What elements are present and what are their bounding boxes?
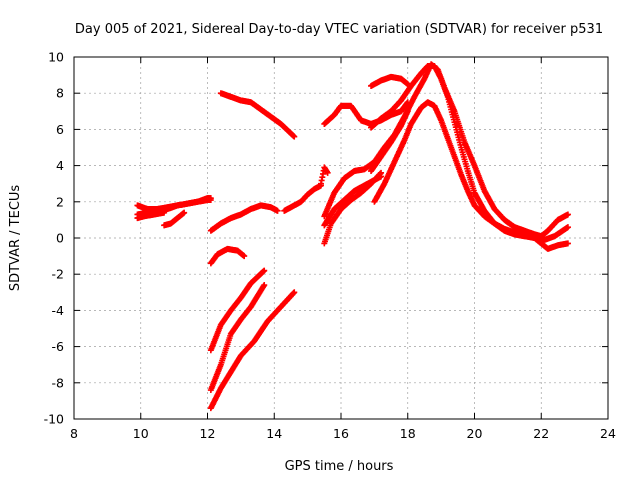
x-axis-label: GPS time / hours [285,459,394,474]
data-series-s11 [207,289,298,412]
plot-area [134,61,571,412]
y-tick-label: 10 [48,50,64,65]
data-series-s3 [134,209,168,222]
x-tick-label: 14 [266,426,282,441]
data-point [261,282,268,289]
data-point [261,267,268,274]
data-point [378,173,385,180]
data-point [181,209,188,216]
data-series-s20 [371,99,571,252]
data-series-s2 [134,195,214,213]
data-series-s12 [317,164,331,187]
data-series-s19 [371,61,571,240]
data-series-s21 [368,108,411,175]
x-tick-label: 18 [400,426,416,441]
data-point [564,224,571,231]
x-tick-label: 22 [533,426,549,441]
x-tick-label: 8 [70,426,78,441]
data-point [161,209,168,216]
y-axis-label: SDTVAR / TECUs [8,185,23,292]
y-tick-label: 4 [56,158,64,173]
data-point [324,169,331,176]
data-point [274,207,281,214]
data-point [564,211,571,218]
data-point [241,253,248,260]
x-tick-label: 24 [600,426,616,441]
data-point [291,133,298,140]
data-point [404,108,411,115]
data-series-s7 [217,90,298,140]
y-tick-label: -2 [52,267,64,282]
y-tick-label: 8 [56,86,64,101]
x-tick-label: 16 [333,426,349,441]
data-series-s10 [207,282,268,394]
data-series-s4 [161,209,188,229]
y-tick-label: 0 [56,231,64,246]
data-point [207,195,214,202]
data-point [291,289,298,296]
data-series-s8 [207,245,248,267]
y-tick-label: 6 [56,122,64,137]
y-tick-label: -4 [52,303,65,318]
data-series-s14 [368,73,411,89]
x-tick-label: 20 [467,426,483,441]
data-series-s9 [207,267,268,354]
y-tick-label: -10 [44,412,64,427]
x-tick-label: 12 [200,426,216,441]
x-tick-label: 10 [133,426,149,441]
chart-title: Day 005 of 2021, Sidereal Day-to-day VTE… [75,22,603,37]
data-series-s17 [321,173,385,229]
y-tick-label: -8 [52,375,65,390]
y-tick-label: 2 [56,194,64,209]
y-tick-label: -6 [52,339,65,354]
data-series-s5 [207,202,281,234]
data-point [564,240,571,247]
